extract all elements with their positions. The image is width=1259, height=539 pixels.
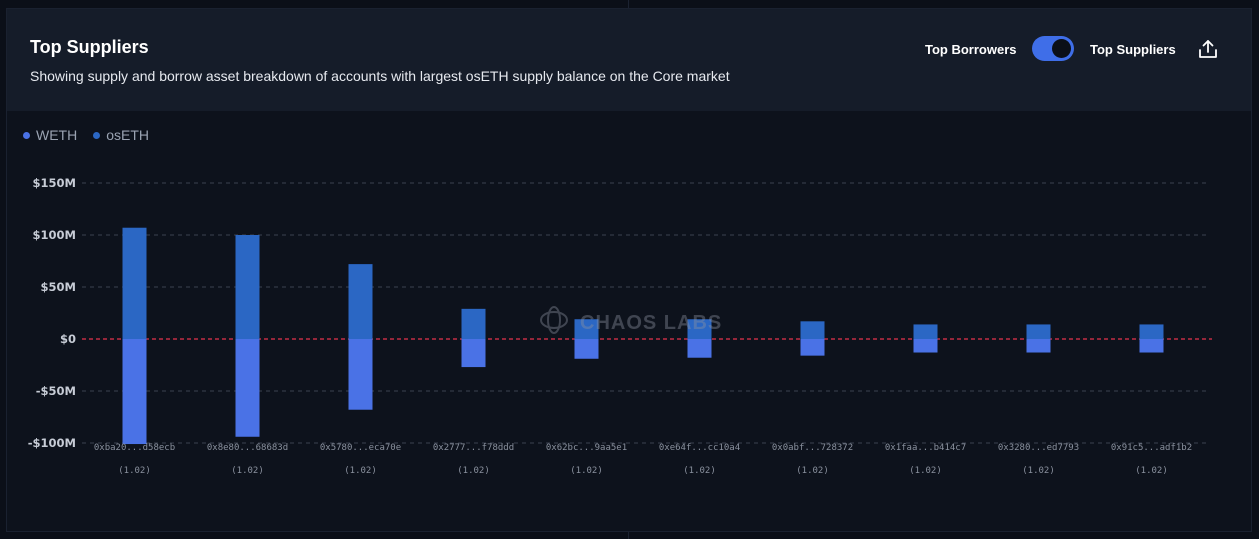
bar-weth — [1026, 339, 1051, 353]
bar-oseth — [687, 319, 712, 339]
bar-oseth — [122, 227, 147, 339]
bar-oseth — [348, 264, 373, 339]
watermark-text: CHAOS LABS — [580, 312, 722, 334]
y-tick-label: $50M — [41, 280, 76, 294]
bar-oseth — [235, 235, 260, 339]
x-tick-address: 0x0abf...728372 — [772, 443, 853, 453]
toggle-knob — [1052, 39, 1071, 58]
card-header: Top Suppliers Showing supply and borrow … — [7, 9, 1251, 111]
legend-item-oseth[interactable]: osETH — [93, 127, 149, 143]
bar-oseth — [1026, 324, 1051, 339]
x-tick-address: 0x3280...ed7793 — [998, 443, 1079, 453]
chaos-labs-logo-icon — [540, 306, 568, 334]
top-suppliers-card: Top Suppliers Showing supply and borrow … — [6, 8, 1252, 532]
suppliers-borrowers-toggle[interactable] — [1032, 36, 1074, 61]
legend-dot-weth — [23, 131, 30, 139]
bar-weth — [800, 339, 825, 356]
x-tick-ratio: (1.02) — [683, 466, 716, 476]
legend-dot-oseth — [93, 131, 101, 139]
x-tick-address: 0xba20...d58ecb — [94, 443, 175, 453]
bar-weth — [687, 339, 712, 358]
x-tick-ratio: (1.02) — [796, 466, 829, 476]
label-layer: $150M $100M $50M $0 -$50M -$100M 0xba20...d58e… — [28, 176, 1192, 476]
y-tick-label: $100M — [33, 228, 76, 242]
x-tick-ratio: (1.02) — [231, 466, 264, 476]
x-tick-address: 0x91c5...adf1b2 — [1111, 443, 1192, 453]
legend-label-oseth: osETH — [106, 127, 150, 143]
x-tick-address: 0xe64f...cc10a4 — [659, 443, 740, 453]
x-tick-ratio: (1.02) — [909, 466, 942, 476]
bar-oseth — [800, 321, 825, 339]
toggle-label-top-suppliers[interactable]: Top Suppliers — [1090, 42, 1176, 57]
x-tick-address: 0x2777...f78ddd — [433, 443, 514, 453]
legend-label-weth: WETH — [36, 127, 78, 143]
chaos-labs-watermark: CHAOS LABS — [540, 306, 722, 334]
y-tick-label: -$100M — [28, 436, 76, 450]
bar-weth — [122, 339, 147, 445]
x-tick-ratio: (1.02) — [118, 466, 151, 476]
x-tick-address: 0x1faa...b414c7 — [885, 443, 966, 453]
chart-legend: WETH osETH — [23, 127, 149, 143]
grid-layer — [82, 182, 1212, 444]
x-tick-ratio: (1.02) — [1135, 466, 1168, 476]
bar-layer — [122, 227, 1164, 445]
bar-weth — [348, 339, 373, 410]
bar-weth — [235, 339, 260, 437]
x-tick-ratio: (1.02) — [457, 466, 490, 476]
x-tick-address: 0x8e80...68683d — [207, 443, 288, 453]
x-tick-ratio: (1.02) — [570, 466, 603, 476]
card-title: Top Suppliers — [30, 37, 149, 57]
bar-oseth — [913, 324, 938, 339]
bar-oseth — [461, 308, 486, 339]
y-tick-label: -$50M — [36, 384, 76, 398]
toggle-label-top-borrowers[interactable]: Top Borrowers — [925, 42, 1017, 57]
y-tick-label: $150M — [33, 176, 76, 190]
bar-oseth — [1139, 324, 1164, 339]
bar-weth — [574, 339, 599, 359]
card-subtitle: Showing supply and borrow asset breakdow… — [30, 68, 730, 84]
share-upload-icon — [1199, 40, 1217, 58]
x-tick-address: 0x5780...eca70e — [320, 443, 401, 453]
y-tick-label: $0 — [60, 332, 76, 346]
legend-item-weth[interactable]: WETH — [23, 127, 77, 143]
bar-weth — [913, 339, 938, 353]
bar-oseth — [574, 319, 599, 339]
export-button[interactable] — [1197, 38, 1219, 60]
bar-weth — [1139, 339, 1164, 353]
x-tick-ratio: (1.02) — [344, 466, 377, 476]
x-tick-ratio: (1.02) — [1022, 466, 1055, 476]
bar-weth — [461, 339, 486, 368]
x-tick-address: 0x62bc...9aa5e1 — [546, 443, 627, 453]
